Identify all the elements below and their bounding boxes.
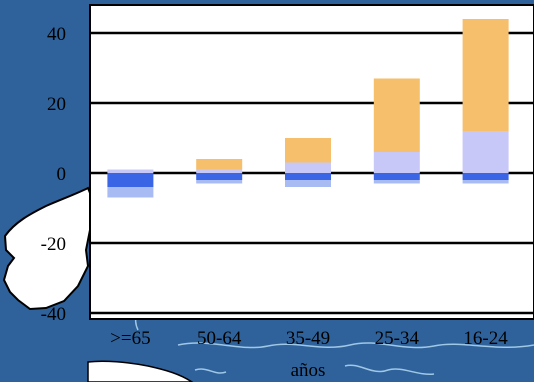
bar-segment (107, 187, 154, 198)
plot-frame (89, 4, 534, 320)
gridlines (90, 31, 534, 315)
bar-segment (196, 159, 243, 170)
bars (107, 19, 509, 198)
bar-segment (373, 173, 420, 180)
x-tick-label: 50-64 (197, 328, 242, 349)
y-tick-label: 40 (47, 24, 66, 45)
river-line (194, 368, 227, 374)
river-line (344, 364, 435, 375)
y-axis-ticks: 40 20 0 -20 -40 (41, 24, 66, 325)
y-tick-label: 20 (47, 94, 66, 115)
x-axis-title: años (291, 360, 326, 381)
bar-segment (373, 78, 420, 152)
bar-segment (462, 173, 509, 180)
y-tick-label: -20 (41, 234, 66, 255)
bar-segment (373, 152, 420, 173)
bar-segment (285, 173, 331, 180)
y-tick-label: 0 (57, 164, 67, 185)
bar-segment (285, 162, 331, 173)
x-tick-label: >=65 (110, 328, 150, 349)
bar-segment (373, 180, 420, 184)
bar-segment (285, 138, 331, 163)
bar-segment (107, 173, 154, 187)
coast-shape (87, 360, 194, 382)
bar-segment (107, 169, 154, 173)
bar-segment (462, 19, 509, 131)
bar-segment (196, 173, 243, 180)
bar-segment (196, 169, 243, 173)
bar-segment (196, 180, 243, 184)
island-shape (2, 186, 94, 311)
y-tick-label: -40 (41, 304, 66, 325)
x-tick-label: 25-34 (375, 328, 420, 349)
x-axis-ticks: >=65 50-64 35-49 25-34 16-24 (110, 328, 508, 349)
bar-segment (462, 131, 509, 173)
bar-segment (462, 180, 509, 184)
river-line (177, 342, 534, 349)
x-tick-label: 35-49 (286, 328, 330, 349)
bar-segment (285, 180, 331, 187)
map-background (2, 186, 534, 382)
x-tick-label: 16-24 (463, 328, 508, 349)
